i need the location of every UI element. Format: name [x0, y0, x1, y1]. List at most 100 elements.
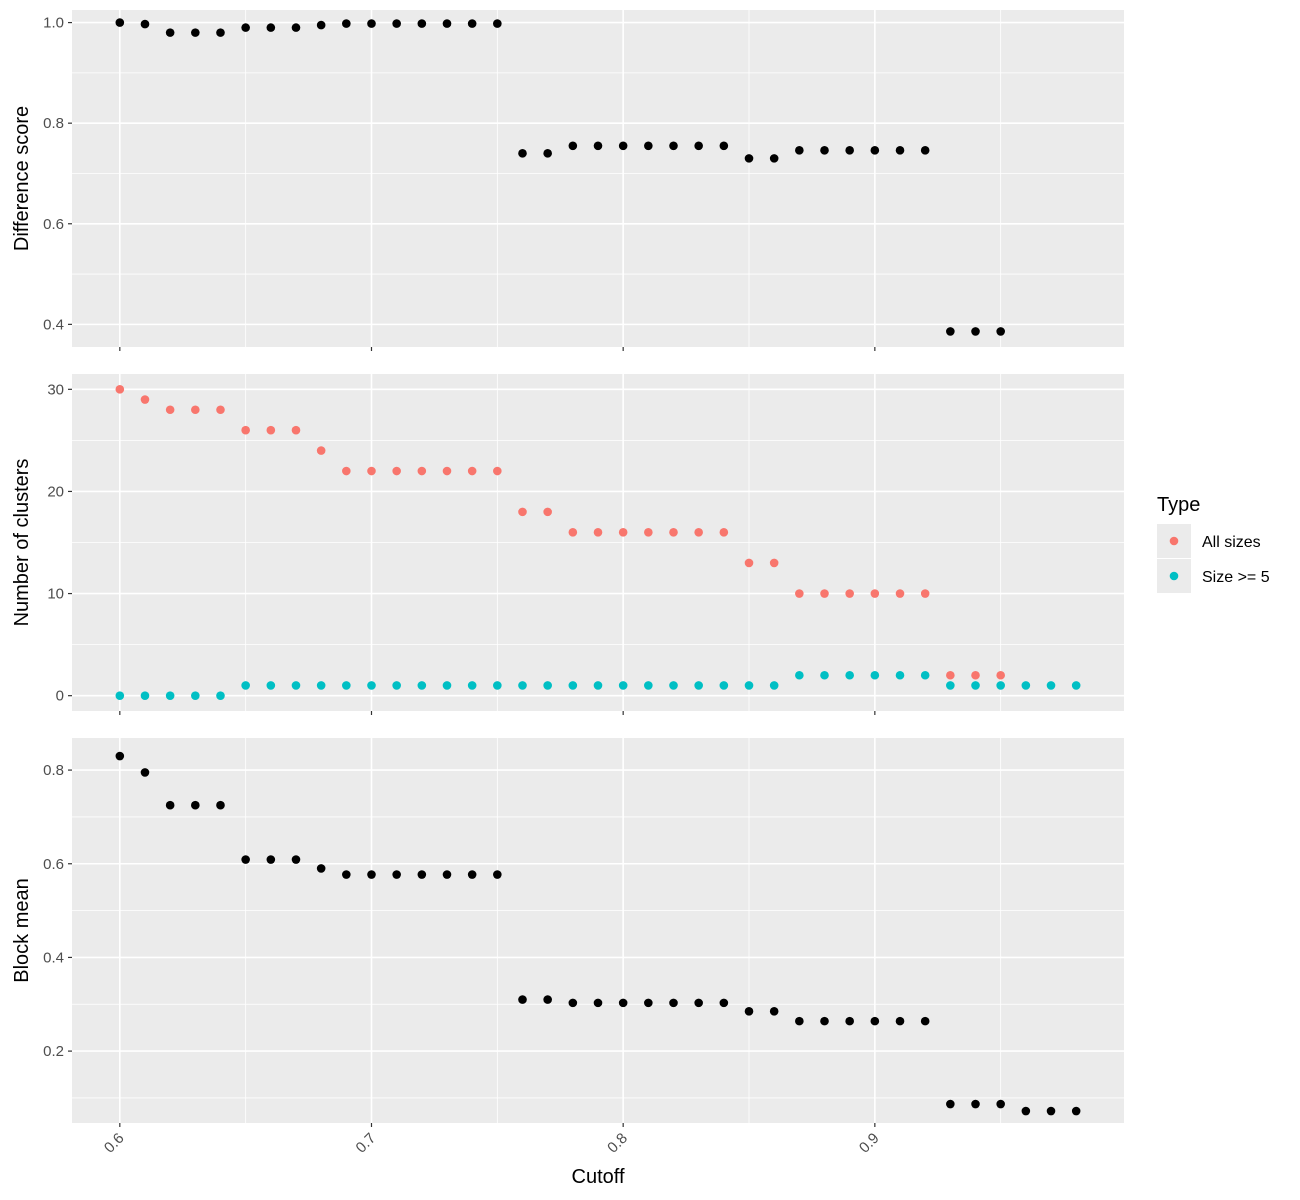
- data-point: [191, 28, 200, 37]
- data-point: [1046, 681, 1056, 690]
- data-point: [392, 681, 401, 690]
- x-axis: 0.6 0.7 0.8 0.9: [101, 1130, 883, 1157]
- data-point: [895, 670, 905, 680]
- data-point: [316, 20, 326, 30]
- data-point: [342, 19, 351, 28]
- data-point: [115, 385, 125, 394]
- data-point: [316, 446, 326, 455]
- data-point: [669, 998, 678, 1008]
- data-point: [417, 870, 427, 879]
- data-point: [266, 425, 276, 435]
- data-point: [165, 405, 175, 415]
- data-point: [543, 995, 552, 1004]
- data-point: [191, 691, 200, 700]
- data-point: [744, 681, 754, 690]
- y-tick-label: 0.6: [43, 856, 64, 873]
- x-tick-label: 0.8: [604, 1130, 631, 1157]
- data-point: [543, 149, 552, 158]
- data-point: [191, 800, 200, 810]
- data-point: [719, 998, 729, 1008]
- data-point: [342, 870, 351, 879]
- data-point: [165, 691, 175, 700]
- data-point: [241, 681, 250, 690]
- data-point: [493, 870, 502, 879]
- data-point: [996, 327, 1005, 336]
- data-point: [140, 691, 150, 700]
- data-point: [769, 558, 779, 568]
- data-point: [744, 154, 754, 163]
- data-point: [845, 589, 854, 598]
- data-point: [870, 146, 880, 155]
- data-point: [518, 149, 527, 158]
- data-point: [216, 691, 225, 700]
- data-point: [316, 681, 326, 690]
- data-point: [820, 146, 829, 155]
- data-point: [820, 670, 829, 680]
- y-tick-label: 10: [47, 586, 64, 603]
- data-point: [946, 670, 955, 680]
- data-point: [115, 751, 125, 761]
- y-tick-label: 1.0: [43, 15, 64, 32]
- data-point: [593, 527, 603, 537]
- data-point: [694, 998, 703, 1008]
- data-point: [140, 768, 150, 777]
- data-point: [795, 146, 804, 155]
- data-point: [845, 1016, 854, 1026]
- data-point: [266, 23, 276, 32]
- data-point: [493, 681, 502, 690]
- y-tick-label: 20: [47, 483, 64, 500]
- data-point: [644, 681, 653, 690]
- data-point: [518, 681, 527, 690]
- data-point: [342, 681, 351, 690]
- data-point: [115, 18, 125, 27]
- data-point: [920, 670, 930, 680]
- y-axis-title: Difference score: [11, 106, 33, 251]
- data-point: [694, 527, 703, 537]
- data-point: [216, 405, 225, 415]
- y-tick-label: 0.8: [43, 115, 64, 132]
- data-point: [870, 1016, 880, 1026]
- data-point: [493, 466, 502, 476]
- data-point: [744, 1006, 754, 1016]
- data-point: [694, 141, 703, 151]
- data-point: [895, 146, 905, 155]
- data-point: [719, 527, 729, 537]
- data-point: [1021, 1106, 1031, 1116]
- data-point: [769, 1006, 779, 1016]
- data-point: [467, 681, 477, 690]
- data-point: [417, 681, 427, 690]
- series-panel-0: [115, 18, 1005, 336]
- data-point: [266, 681, 276, 690]
- data-point: [216, 28, 225, 37]
- data-point: [140, 395, 150, 404]
- data-point: [518, 507, 527, 517]
- data-point: [342, 466, 351, 476]
- data-point: [644, 527, 653, 537]
- data-point: [946, 327, 955, 336]
- data-point: [241, 425, 250, 435]
- data-point: [946, 1099, 955, 1109]
- data-point: [367, 466, 376, 476]
- data-point: [266, 855, 276, 864]
- series-all-sizes: [115, 385, 1005, 680]
- data-point: [392, 466, 401, 476]
- data-point: [719, 681, 729, 690]
- data-point: [442, 870, 452, 879]
- data-point: [367, 19, 376, 28]
- data-point: [618, 527, 628, 537]
- data-point: [543, 507, 552, 517]
- data-point: [165, 800, 175, 810]
- data-point: [291, 425, 301, 435]
- data-point: [467, 870, 477, 879]
- legend-dot-size-ge-5: [1169, 571, 1179, 581]
- panel-background: [72, 10, 1124, 347]
- data-point: [593, 998, 603, 1008]
- data-point: [291, 681, 301, 690]
- data-point: [895, 1016, 905, 1026]
- y-tick-label: 0: [56, 688, 64, 705]
- data-point: [367, 870, 376, 879]
- data-point: [795, 589, 804, 598]
- data-point: [442, 19, 452, 28]
- data-point: [115, 691, 125, 700]
- x-tick-label: 0.9: [856, 1130, 883, 1157]
